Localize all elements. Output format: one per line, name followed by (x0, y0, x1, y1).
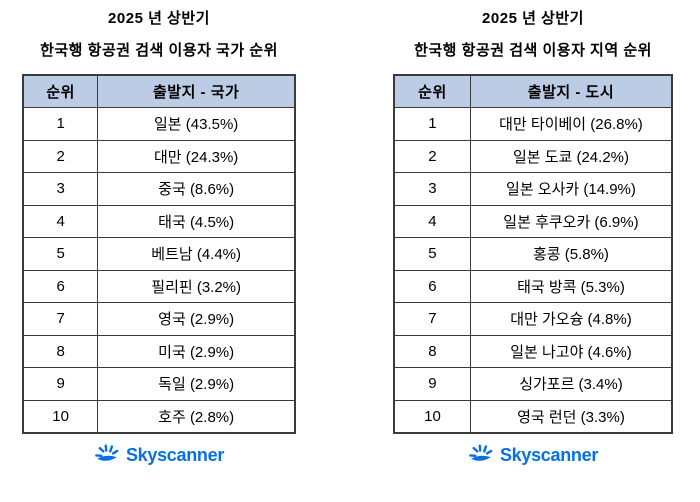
left-title-subject: 한국행 항공권 검색 이용자 국가 순위 (40, 42, 278, 59)
table-row: 10 영국 런던 (3.3%) (393, 399, 673, 433)
table-row: 7 영국 (2.9%) (22, 302, 296, 336)
rank-cell: 2 (393, 139, 471, 173)
origin-cell: 베트남 (4.4%) (97, 237, 296, 271)
table-header-row: 순위 출발지 - 도시 (393, 74, 673, 108)
rank-cell: 1 (393, 107, 471, 141)
rank-cell: 1 (22, 107, 99, 141)
origin-cell: 대만 타이베이 (26.8%) (469, 107, 673, 141)
table-row: 2 일본 도쿄 (24.2%) (393, 139, 673, 173)
rank-cell: 10 (393, 399, 471, 433)
right-title-period: 2025 년 상반기 (482, 10, 584, 27)
table-row: 10 호주 (2.8%) (22, 399, 296, 433)
origin-cell: 영국 (2.9%) (97, 302, 296, 336)
skyscanner-logo: Skyscanner (22, 443, 296, 468)
rank-cell: 7 (393, 302, 471, 336)
origin-cell: 일본 (43.5%) (97, 107, 296, 141)
origin-column-header: 출발지 - 도시 (469, 74, 673, 108)
rank-cell: 3 (393, 172, 471, 206)
origin-cell: 태국 방콕 (5.3%) (469, 269, 673, 303)
sun-rays-icon (468, 443, 494, 468)
rank-cell: 5 (22, 237, 99, 271)
origin-cell: 영국 런던 (3.3%) (469, 399, 673, 433)
origin-cell: 독일 (2.9%) (97, 367, 296, 401)
table-row: 5 홍콩 (5.8%) (393, 237, 673, 271)
rank-cell: 2 (22, 139, 99, 173)
table-row: 4 일본 후쿠오카 (6.9%) (393, 204, 673, 238)
table-row: 4 태국 (4.5%) (22, 204, 296, 238)
rank-cell: 9 (22, 367, 99, 401)
country-ranking-section: 2025 년 상반기 한국행 항공권 검색 이용자 국가 순위 순위 출발지 -… (22, 0, 296, 468)
origin-cell: 대만 (24.3%) (97, 139, 296, 173)
origin-cell: 홍콩 (5.8%) (469, 237, 673, 271)
rank-column-header: 순위 (393, 74, 471, 108)
table-row: 3 일본 오사카 (14.9%) (393, 172, 673, 206)
origin-cell: 필리핀 (3.2%) (97, 269, 296, 303)
table-row: 1 대만 타이베이 (26.8%) (393, 107, 673, 141)
city-ranking-table: 순위 출발지 - 도시 1 대만 타이베이 (26.8%) 2 일본 도쿄 (24.… (393, 74, 673, 434)
rank-column-header: 순위 (22, 74, 99, 108)
rank-cell: 4 (22, 204, 99, 238)
origin-cell: 태국 (4.5%) (97, 204, 296, 238)
table-row: 8 미국 (2.9%) (22, 334, 296, 368)
left-title-period: 2025 년 상반기 (108, 10, 210, 27)
origin-cell: 일본 도쿄 (24.2%) (469, 139, 673, 173)
rank-cell: 8 (393, 334, 471, 368)
origin-cell: 싱가포르 (3.4%) (469, 367, 673, 401)
origin-cell: 일본 후쿠오카 (6.9%) (469, 204, 673, 238)
rank-cell: 7 (22, 302, 99, 336)
rank-cell: 6 (393, 269, 471, 303)
table-header-row: 순위 출발지 - 국가 (22, 74, 296, 108)
table-row: 6 태국 방콕 (5.3%) (393, 269, 673, 303)
country-ranking-table: 순위 출발지 - 국가 1 일본 (43.5%) 2 대만 (24.3%) 3 중국 … (22, 74, 296, 434)
rank-cell: 6 (22, 269, 99, 303)
rank-cell: 9 (393, 367, 471, 401)
table-row: 3 중국 (8.6%) (22, 172, 296, 206)
origin-cell: 일본 오사카 (14.9%) (469, 172, 673, 206)
city-ranking-section: 2025 년 상반기 한국행 항공권 검색 이용자 지역 순위 순위 출발지 -… (393, 0, 673, 468)
rank-cell: 10 (22, 399, 99, 433)
origin-cell: 일본 나고야 (4.6%) (469, 334, 673, 368)
table-row: 9 싱가포르 (3.4%) (393, 367, 673, 401)
brand-wordmark: Skyscanner (499, 444, 599, 465)
origin-column-header: 출발지 - 국가 (97, 74, 296, 108)
table-row: 5 베트남 (4.4%) (22, 237, 296, 271)
table-row: 8 일본 나고야 (4.6%) (393, 334, 673, 368)
origin-cell: 호주 (2.8%) (97, 399, 296, 433)
origin-cell: 미국 (2.9%) (97, 334, 296, 368)
right-title-subject: 한국행 항공권 검색 이용자 지역 순위 (414, 42, 652, 59)
skyscanner-logo: Skyscanner (393, 443, 673, 468)
table-row: 7 대만 가오슝 (4.8%) (393, 302, 673, 336)
table-row: 1 일본 (43.5%) (22, 107, 296, 141)
origin-cell: 중국 (8.6%) (97, 172, 296, 206)
table-row: 9 독일 (2.9%) (22, 367, 296, 401)
brand-wordmark: Skyscanner (125, 444, 225, 465)
rank-cell: 5 (393, 237, 471, 271)
rank-cell: 8 (22, 334, 99, 368)
rank-cell: 4 (393, 204, 471, 238)
sun-rays-icon (94, 443, 120, 468)
rank-cell: 3 (22, 172, 99, 206)
origin-cell: 대만 가오슝 (4.8%) (469, 302, 673, 336)
table-row: 2 대만 (24.3%) (22, 139, 296, 173)
table-row: 6 필리핀 (3.2%) (22, 269, 296, 303)
